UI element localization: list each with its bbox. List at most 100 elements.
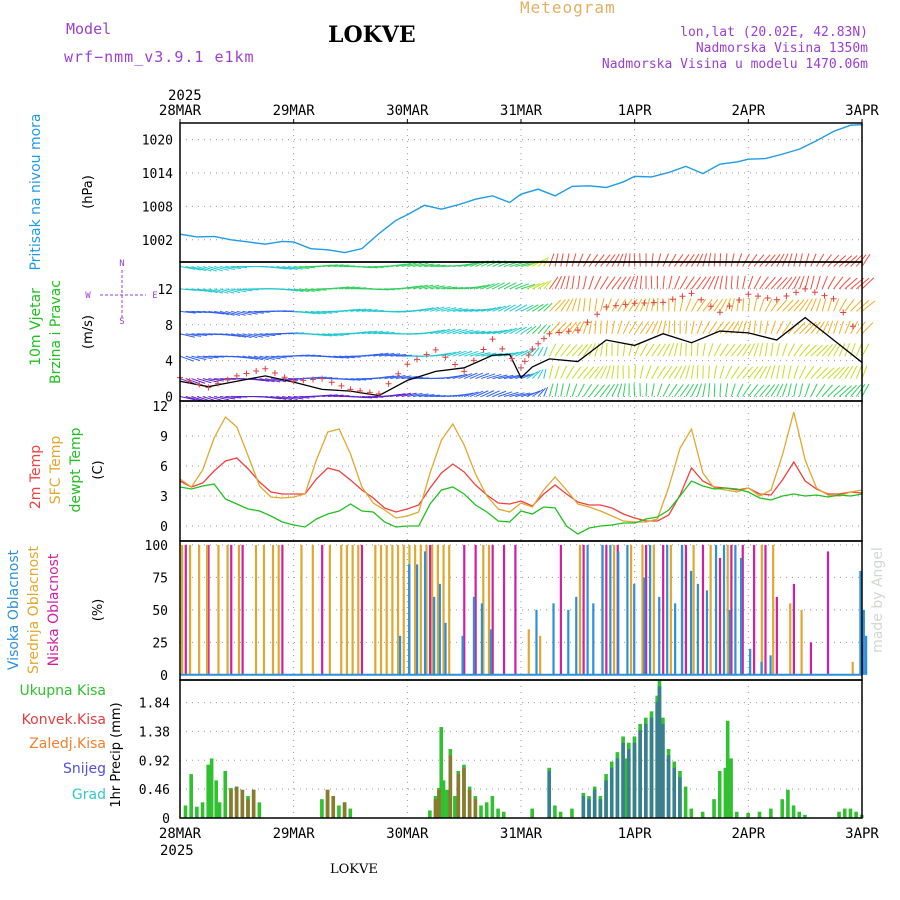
wind-arrow (293, 265, 310, 270)
gust-marker (612, 302, 619, 309)
wind-arrow (299, 310, 315, 315)
wind-arrow (213, 288, 229, 294)
wind-arrow (327, 355, 344, 359)
wind-arrow (583, 275, 587, 290)
wind-arrow (611, 383, 619, 397)
low-cloud-bar (502, 544, 506, 675)
wind-arrow (418, 394, 435, 398)
wind-arrow (560, 383, 564, 397)
snow-precip-bar (604, 780, 608, 818)
wind-arrow (730, 366, 740, 379)
wind-arrow (486, 306, 502, 312)
wind-axis-label: 10m Vjetar (28, 288, 44, 366)
cloud-unit-label: (%) (91, 599, 106, 622)
mid-cloud-bar (254, 544, 258, 675)
wind-arrow (838, 320, 845, 334)
mid-cloud-bar (340, 544, 343, 675)
total-precip-bar (496, 808, 500, 818)
gust-marker (271, 369, 278, 376)
wind-arrow (776, 276, 788, 290)
wind-arrow (804, 275, 810, 290)
frozen-precip-bar (433, 799, 438, 818)
gust-marker (224, 376, 231, 383)
high-cloud-bar (859, 570, 862, 675)
wind-arrow (452, 350, 467, 357)
wind-arrow (196, 378, 212, 384)
wind-arrow (202, 378, 218, 383)
wind-arrow (270, 378, 287, 383)
wind-arrow (804, 383, 811, 397)
wind-arrow (742, 366, 753, 379)
wind-arrow (373, 331, 389, 335)
model-name: wrf−nmm_v3.9.1 e1km (64, 48, 255, 66)
low-cloud-bar (321, 544, 324, 675)
wind-arrow (225, 396, 242, 399)
wind-arrow (475, 372, 490, 380)
y-tick-label: 1020 (142, 134, 173, 149)
wind-arrow (208, 378, 224, 382)
wind-arrow (804, 366, 815, 379)
total-precip-bar (757, 811, 762, 818)
y-tick-label: 75 (152, 571, 168, 586)
mid-cloud-bar (436, 544, 439, 675)
wind-arrow (759, 365, 768, 379)
wind-arrow (668, 253, 677, 267)
wind-arrow (844, 255, 858, 267)
wind-arrow (617, 342, 619, 357)
pressure-axis-label: Pritisak na nivou mora (28, 113, 44, 270)
wind-arrow (662, 320, 667, 334)
wind-arrow (713, 321, 724, 335)
frozen-precip-bar (251, 789, 256, 818)
wind-arrow (673, 275, 681, 290)
wind-arrow (645, 343, 655, 357)
wind-arrow (827, 298, 833, 312)
wind-arrow (276, 396, 292, 401)
wind-arrow (566, 321, 577, 335)
wind-arrow (520, 304, 534, 312)
wind-arrow (503, 304, 516, 312)
wind-arrow (656, 383, 663, 397)
mid-cloud-bar (487, 544, 491, 675)
wind-arrow (339, 355, 355, 359)
high-cloud-bar (769, 655, 772, 675)
low-cloud-bar (753, 544, 756, 675)
wind-arrow (583, 253, 591, 267)
wind-arrow (407, 285, 423, 290)
wind-arrow (185, 396, 201, 401)
gust-marker (395, 370, 402, 377)
wind-arrow (702, 299, 713, 312)
wind-arrow (594, 276, 602, 290)
high-cloud-bar (398, 635, 402, 675)
high-cloud-bar (760, 661, 763, 675)
wind-arrow (600, 276, 609, 290)
wind-arrow (787, 253, 793, 267)
wind-arrow (798, 383, 804, 397)
wind-arrow (429, 306, 445, 312)
wind-arrow (515, 326, 527, 335)
wind-arrow (804, 298, 813, 312)
wind-arrow (662, 383, 671, 397)
wind-arrow (435, 352, 451, 357)
wind-arrow (645, 298, 651, 312)
t2m-axis-label: 2m Temp (28, 445, 44, 509)
x-tick-label-bottom: 1APR (618, 826, 652, 842)
high-cloud-bar (472, 596, 476, 675)
wind-arrow (515, 304, 528, 312)
wind-arrow (520, 349, 533, 357)
low-cloud-bar (184, 544, 187, 675)
wind-arrow (810, 275, 815, 290)
gust-marker (716, 309, 723, 316)
y-tick-label: 100 (145, 539, 168, 554)
x-tick-label-top: 2APR (731, 103, 765, 119)
wind-arrow (861, 253, 871, 267)
wind-arrow (793, 343, 803, 357)
wind-arrow (662, 253, 670, 267)
total-precip-bar (725, 720, 730, 818)
wind-arrow (691, 365, 694, 379)
high-cloud-bar (586, 544, 589, 675)
wind-arrow (634, 343, 641, 357)
wind-arrow (548, 253, 555, 267)
wind-arrow (804, 321, 817, 335)
wind-arrow (588, 254, 599, 267)
wind-arrow (532, 259, 544, 267)
